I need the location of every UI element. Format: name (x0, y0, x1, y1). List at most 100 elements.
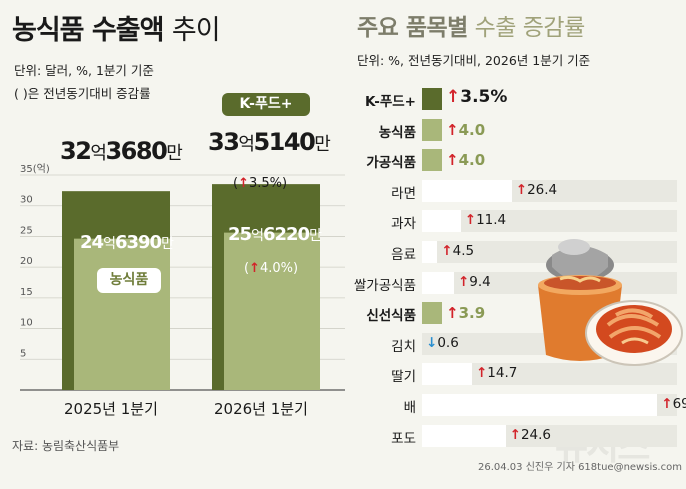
left-unit-line-2: ( )은 전년동기대비 증감률 (14, 86, 151, 101)
amount-part: 만 (309, 228, 322, 244)
item-bar (422, 210, 461, 233)
change-kfood: (↑3.5%) (233, 176, 287, 191)
change-part: ↑ (249, 261, 260, 276)
row-9 (422, 363, 677, 386)
arrow-up-icon: ↑ (475, 365, 488, 382)
y-tick-label: 5 (20, 348, 26, 359)
change-part: ) (282, 176, 288, 191)
arrow-up-icon: ↑ (515, 181, 528, 198)
item-value-text: 0.6 (437, 334, 459, 351)
arrow-up-icon: ↑ (441, 243, 453, 259)
y-tick-label: 20 (20, 256, 33, 267)
item-label: 김치 (391, 338, 416, 355)
item-value: ↓0.6 (426, 335, 459, 351)
label-agri-2025: 24억6390만 (80, 232, 174, 253)
item-bar (422, 88, 442, 110)
y-tick-label: 15 (20, 287, 33, 298)
arrow-up-icon: ↑ (446, 120, 459, 139)
item-label: 신선식품 (366, 308, 416, 325)
amount-part: 6390 (114, 232, 162, 253)
item-label: 가공식품 (366, 155, 416, 172)
x-label-2026: 2026년 1분기 (214, 400, 308, 418)
amount-part: 33 (208, 128, 240, 156)
kimchi-plate-icon (585, 300, 683, 366)
amount-part: 억 (90, 143, 107, 164)
row-5 (422, 241, 677, 263)
row-4 (422, 210, 677, 233)
item-value: ↑4.0 (446, 121, 485, 139)
item-value: ↑4.5 (441, 243, 474, 259)
change-agri: (↑4.0%) (244, 261, 298, 276)
amount-part: 32 (60, 137, 92, 165)
credit-line: 26.04.03 신진우 기자 618tue@newsis.com (478, 462, 682, 473)
amount-part: 만 (166, 143, 183, 164)
item-value-text: 9.4 (469, 273, 491, 290)
change-part: ) (293, 261, 299, 276)
item-value: ↑26.4 (516, 182, 557, 198)
y-tick-label: 10 (20, 318, 33, 329)
arrow-up-icon: ↑ (464, 212, 477, 229)
item-label: 쌀가공식품 (353, 277, 416, 294)
arrow-up-icon: ↑ (446, 151, 459, 170)
right-chart-title: 주요 품목별 수출 증감률 (357, 8, 585, 42)
arrow-down-icon: ↓ (426, 334, 438, 351)
amount-part: 만 (161, 236, 174, 252)
amount-part: 24 (80, 232, 104, 253)
item-value: ↑14.7 (476, 365, 517, 381)
amount-part: 만 (314, 134, 331, 155)
label-kfood-2026: 33억5140만 (208, 128, 331, 156)
item-label: 배 (403, 400, 416, 416)
arrow-up-icon: ↑ (509, 426, 521, 443)
item-label: 포도 (391, 430, 416, 447)
bar-agri-1 (224, 232, 320, 390)
change-part: ( (244, 261, 250, 276)
item-value-text: 4.0 (458, 120, 486, 139)
item-value-text: 3.9 (458, 304, 486, 323)
amount-part: 억 (103, 236, 116, 252)
bar-agri-0 (74, 238, 170, 390)
change-part: 4.0% (259, 261, 294, 276)
item-value-text: 3.5% (460, 87, 508, 107)
item-bar (422, 302, 442, 325)
arrow-up-icon: ↑ (446, 304, 459, 323)
item-bar (422, 241, 438, 263)
left-title-light: 추이 (171, 15, 221, 46)
item-label: K-푸드+ (364, 94, 416, 110)
arrow-up-icon: ↑ (457, 273, 470, 290)
source-note: 자료: 농림축산식품부 (12, 439, 120, 453)
change-part: ↑ (238, 176, 249, 191)
item-value-text: 11.4 (476, 212, 507, 229)
label-kfood-2025: 32억3680만 (60, 137, 183, 165)
item-value: ↑9.4 (458, 274, 491, 290)
y-tick-label: 35(억) (20, 163, 50, 175)
item-value-text: 14.7 (487, 365, 518, 382)
amount-part: 25 (228, 224, 252, 245)
item-value-text: 4.5 (452, 243, 475, 259)
item-bar (422, 118, 442, 141)
item-value-text: 24.6 (520, 426, 551, 443)
amount-part: 3680 (105, 137, 167, 165)
amount-part: 5140 (253, 128, 315, 156)
item-value: ↑3.9 (446, 304, 485, 322)
item-value: ↑3.5% (446, 87, 507, 107)
y-tick-label: 25 (20, 225, 33, 236)
item-value-text: 26.4 (527, 181, 558, 198)
label-agri-2026: 25억6220만 (228, 224, 322, 245)
amount-part: 억 (238, 134, 255, 155)
item-bar (422, 363, 472, 386)
item-bar (422, 424, 506, 447)
left-title-bold: 농식품 수출액 (12, 15, 164, 46)
change-part: 3.5% (248, 176, 283, 191)
right-unit: 단위: %, 전년동기대비, 2026년 1분기 기준 (357, 53, 591, 68)
badge-kfood: K-푸드+ (222, 93, 310, 116)
item-label: 딸기 (391, 369, 416, 386)
item-label: 음료 (391, 247, 416, 263)
amount-part: 억 (251, 228, 264, 244)
item-bar (422, 394, 658, 416)
item-label: 과자 (391, 216, 416, 233)
item-value: ↑24.6 (510, 427, 551, 443)
item-bar (422, 271, 454, 294)
arrow-up-icon: ↑ (446, 87, 461, 107)
amount-part: 6220 (262, 224, 310, 245)
